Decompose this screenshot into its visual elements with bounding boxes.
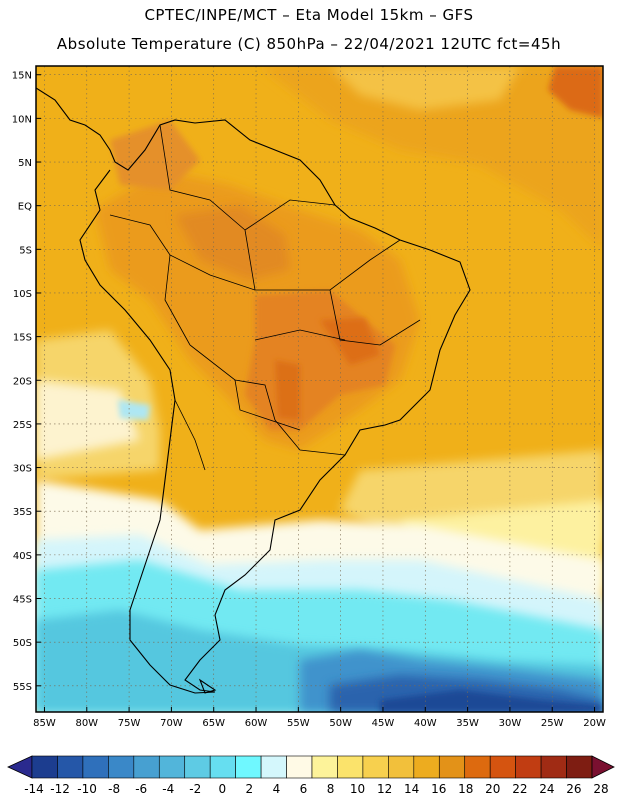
lon-label: 65W — [202, 718, 225, 729]
latitude-labels: 15N 10N 5N EQ 5S 10S 15S 20S 25S 30S 35S 40S 45S 50S 5… — [12, 71, 41, 693]
lat-label: 10S — [13, 289, 32, 300]
colorbar-swatch — [438, 755, 466, 779]
lat-label: 30S — [13, 464, 32, 475]
colorbar-label: -10 — [77, 782, 97, 796]
temperature-field — [36, 66, 603, 712]
plot-frame — [35, 65, 604, 713]
colorbar-over-arrow — [591, 755, 615, 779]
lat-label: 20S — [13, 376, 32, 387]
colorbar-swatch — [489, 755, 516, 779]
lon-label: 75W — [118, 718, 141, 729]
colorbar-label: 22 — [512, 782, 527, 796]
colorbar-swatch — [464, 755, 491, 779]
colorbar-swatch — [260, 755, 287, 779]
colorbar-swatch — [566, 755, 593, 779]
colorbar-label: 4 — [273, 782, 281, 796]
colorbar-swatch — [184, 755, 211, 779]
lon-label: 40W — [414, 718, 437, 729]
colorbar-label: -6 — [135, 782, 147, 796]
country-borders — [109, 124, 421, 471]
lat-label: 5S — [19, 245, 32, 256]
lat-label: 10N — [12, 114, 32, 125]
lat-label: 25S — [13, 420, 32, 431]
colorbar-label: 14 — [404, 782, 419, 796]
map-title: CPTEC/INPE/MCT – Eta Model 15km – GFS — [144, 6, 474, 24]
colorbar-label: 26 — [566, 782, 581, 796]
colorbar-swatch — [235, 755, 262, 779]
colorbar-label: 6 — [300, 782, 308, 796]
longitude-labels: 85W 80W 75W 70W 65W 60W 55W 50W 45W 40W 35W 30W 25W 2… — [33, 707, 606, 729]
lat-label: 35S — [13, 507, 32, 518]
colorbar-label: -12 — [50, 782, 70, 796]
colorbar-label: -8 — [108, 782, 120, 796]
coastline — [36, 87, 471, 694]
lat-label: EQ — [18, 202, 32, 213]
colorbar-label: 24 — [539, 782, 554, 796]
colorbar-swatch — [209, 755, 236, 779]
lon-label: 30W — [499, 718, 522, 729]
colorbar-swatch — [108, 755, 135, 779]
lon-label: 25W — [541, 718, 564, 729]
colorbar-label: 16 — [431, 782, 446, 796]
colorbar-swatch — [158, 755, 186, 779]
colorbar-swatch — [388, 755, 415, 779]
lon-label: 85W — [33, 718, 56, 729]
colorbar-swatch — [57, 755, 84, 779]
colorbar-swatch — [515, 755, 542, 779]
graticule — [36, 66, 603, 712]
colorbar-label: -2 — [189, 782, 201, 796]
colorbar-swatch — [133, 755, 160, 779]
lon-label: 55W — [287, 718, 310, 729]
lon-label: 80W — [75, 718, 98, 729]
lon-label: 45W — [372, 718, 395, 729]
colorbar-label: 8 — [327, 782, 335, 796]
colorbar-label: 20 — [485, 782, 500, 796]
colorbar: -14 -12 -10 -8 -6 -4 -2 0 2 4 6 8 10 12 14 16 18 20 22 24 26… — [7, 755, 615, 796]
colorbar-label: 10 — [350, 782, 365, 796]
lat-label: 40S — [13, 551, 32, 562]
lon-label: 20W — [583, 718, 606, 729]
colorbar-swatch — [540, 755, 567, 779]
colorbar-label: -14 — [24, 782, 44, 796]
lat-label: 45S — [13, 595, 32, 606]
colorbar-label: 18 — [458, 782, 473, 796]
lat-label: 15S — [13, 333, 32, 344]
colorbar-label: 2 — [246, 782, 254, 796]
colorbar-swatch — [337, 755, 364, 779]
colorbar-under-arrow — [7, 755, 33, 779]
colorbar-swatch — [311, 755, 338, 779]
lon-label: 70W — [160, 718, 183, 729]
colorbar-label: 12 — [377, 782, 392, 796]
colorbar-swatch — [362, 755, 389, 779]
colorbar-swatch — [413, 755, 440, 779]
colorbar-label: 28 — [593, 782, 608, 796]
colorbar-swatch — [31, 755, 58, 779]
lat-label: 5N — [18, 158, 32, 169]
colorbar-swatch — [82, 755, 109, 779]
lat-label: 15N — [12, 71, 32, 82]
map-subtitle: Absolute Temperature (C) 850hPa – 22/04/… — [56, 35, 562, 53]
lon-label: 35W — [456, 718, 479, 729]
lat-label: 50S — [13, 638, 32, 649]
colorbar-label: -4 — [162, 782, 174, 796]
colorbar-swatch — [286, 755, 313, 779]
lon-label: 60W — [245, 718, 268, 729]
colorbar-label: 0 — [219, 782, 227, 796]
lat-label: 55S — [13, 682, 32, 693]
lon-label: 50W — [329, 718, 352, 729]
